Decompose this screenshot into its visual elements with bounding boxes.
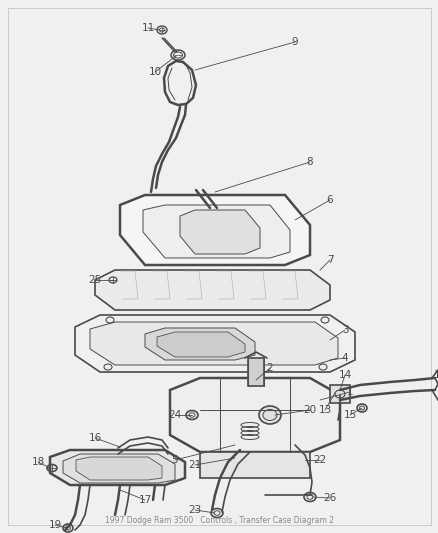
Polygon shape: [157, 332, 244, 357]
Text: 21: 21: [188, 460, 201, 470]
Polygon shape: [90, 322, 337, 365]
Polygon shape: [76, 457, 162, 480]
Bar: [247, 358, 263, 386]
Polygon shape: [200, 452, 309, 478]
Text: 7: 7: [326, 255, 332, 265]
Text: 19: 19: [48, 520, 61, 530]
Text: 6: 6: [326, 195, 332, 205]
Polygon shape: [143, 205, 290, 258]
Text: 26: 26: [323, 493, 336, 503]
Polygon shape: [145, 328, 254, 360]
Bar: [329, 385, 349, 403]
Polygon shape: [50, 450, 184, 485]
Polygon shape: [95, 270, 329, 310]
Text: 2: 2: [266, 363, 273, 373]
Text: 15: 15: [343, 410, 356, 420]
Polygon shape: [120, 195, 309, 265]
Text: 11: 11: [141, 23, 154, 33]
Polygon shape: [63, 454, 175, 483]
Text: 13: 13: [318, 405, 331, 415]
Text: 23: 23: [188, 505, 201, 515]
Polygon shape: [75, 315, 354, 372]
Text: 10: 10: [148, 67, 161, 77]
Text: 1997 Dodge Ram 3500   Controls , Transfer Case Diagram 2: 1997 Dodge Ram 3500 Controls , Transfer …: [105, 516, 333, 526]
Text: 5: 5: [171, 455, 178, 465]
Text: 4: 4: [341, 353, 347, 363]
Text: 3: 3: [341, 325, 347, 335]
Text: 22: 22: [313, 455, 326, 465]
Text: 18: 18: [31, 457, 45, 467]
Text: 8: 8: [306, 157, 313, 167]
Ellipse shape: [258, 406, 280, 424]
Text: 14: 14: [338, 370, 351, 380]
Text: 1: 1: [346, 387, 353, 397]
Text: 9: 9: [291, 37, 298, 47]
Text: 24: 24: [168, 410, 181, 420]
Text: 12: 12: [432, 370, 438, 380]
Text: 20: 20: [303, 405, 316, 415]
Polygon shape: [180, 210, 259, 254]
Text: 17: 17: [138, 495, 151, 505]
Text: 25: 25: [88, 275, 101, 285]
Text: 16: 16: [88, 433, 101, 443]
Polygon shape: [170, 378, 339, 452]
